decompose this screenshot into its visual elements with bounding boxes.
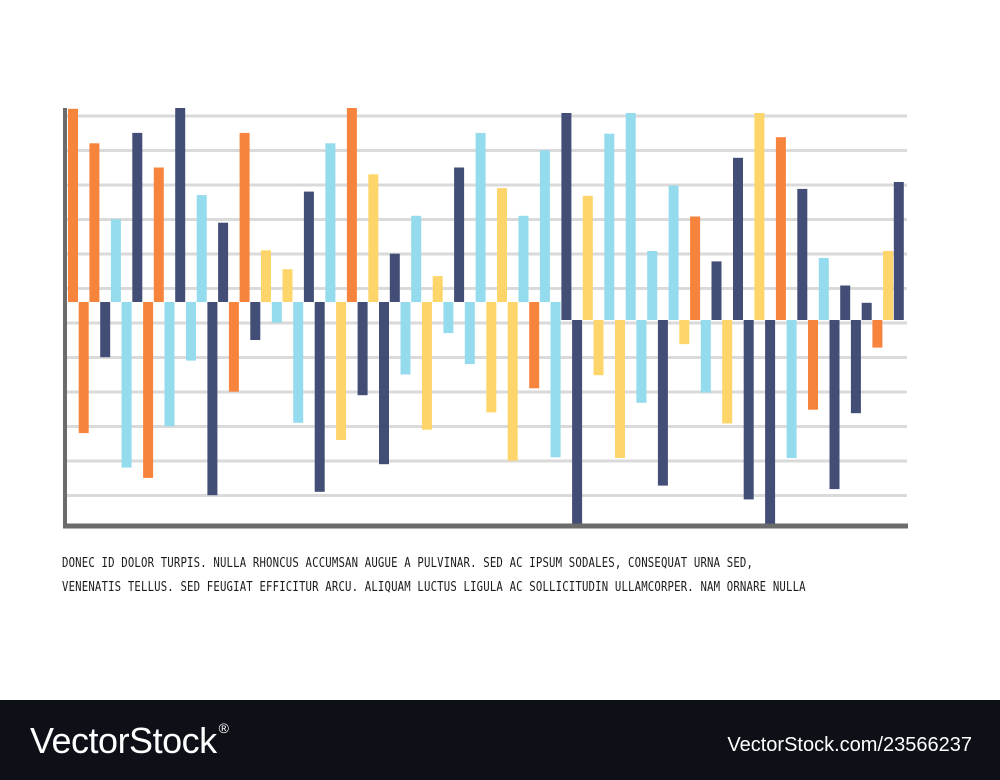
- bar: [733, 157, 743, 320]
- bar: [282, 269, 293, 302]
- bar: [786, 320, 797, 458]
- bar: [153, 167, 164, 302]
- bar: [218, 222, 229, 302]
- bar: [389, 253, 400, 302]
- bar: [625, 113, 636, 320]
- bar: [143, 302, 154, 478]
- bar: [368, 174, 379, 302]
- bar: [883, 251, 894, 320]
- bar: [539, 150, 550, 302]
- bar: [293, 302, 304, 423]
- bar: [711, 261, 722, 320]
- bar: [754, 113, 765, 320]
- bar: [325, 143, 336, 302]
- bar: [507, 302, 518, 461]
- bar: [464, 302, 475, 365]
- bar: [840, 285, 851, 320]
- bar-chart: [63, 108, 908, 529]
- bar: [100, 302, 111, 358]
- bar: [593, 320, 604, 376]
- bar: [518, 215, 529, 303]
- bar: [379, 302, 389, 465]
- bar: [765, 320, 776, 524]
- bar: [164, 302, 175, 427]
- caption-line-2: VENENATIS TELLUS. SED FEUGIAT EFFICITUR …: [62, 580, 806, 595]
- bar: [271, 302, 282, 323]
- bar: [196, 195, 207, 303]
- bar: [604, 133, 615, 320]
- bar: [121, 302, 132, 468]
- bar: [239, 132, 250, 302]
- bar: [454, 167, 465, 302]
- bar: [679, 320, 690, 345]
- bar: [78, 302, 89, 434]
- bar: [647, 251, 658, 320]
- bar: [261, 250, 271, 303]
- registered-mark: ®: [218, 720, 229, 736]
- bar: [572, 320, 583, 524]
- bar: [110, 219, 121, 302]
- caption-line-1: DONEC ID DOLOR TURPIS. NULLA RHONCUS ACC…: [62, 556, 754, 571]
- bar: [411, 215, 422, 303]
- bar: [421, 302, 432, 430]
- bar: [486, 302, 497, 413]
- bar: [872, 320, 883, 348]
- bar: [432, 276, 443, 302]
- bar: [132, 132, 143, 302]
- bar: [657, 320, 668, 486]
- bar: [861, 302, 872, 321]
- bar: [303, 191, 314, 302]
- image-id: VectorStock.com/23566237: [727, 734, 972, 756]
- bar: [775, 137, 786, 320]
- bar: [690, 216, 701, 320]
- bar: [743, 320, 754, 500]
- bar: [186, 302, 196, 361]
- bar: [443, 302, 454, 334]
- bar: [207, 302, 218, 496]
- bar: [475, 132, 486, 302]
- bar: [636, 320, 647, 403]
- bar: [808, 320, 818, 410]
- bar: [797, 188, 808, 320]
- bar: [561, 113, 572, 320]
- bar: [829, 320, 840, 490]
- chart-caption: DONEC ID DOLOR TURPIS. NULLA RHONCUS ACC…: [62, 552, 806, 600]
- bar: [400, 302, 411, 375]
- bar: [615, 320, 625, 458]
- bar: [529, 302, 540, 389]
- bar: [497, 188, 507, 302]
- bar: [893, 182, 904, 320]
- bar: [228, 302, 239, 392]
- bar: [68, 108, 78, 302]
- footer-bar: VectorStock ® VectorStock.com/23566237: [0, 700, 1000, 780]
- bar: [722, 320, 733, 424]
- bar: [314, 302, 325, 492]
- logo-text: VectorStock: [30, 720, 217, 761]
- vectorstock-logo: VectorStock ®: [30, 720, 229, 762]
- bar: [346, 108, 357, 302]
- bar: [550, 302, 561, 458]
- bars: [68, 108, 904, 524]
- bar: [818, 257, 829, 320]
- bar: [582, 195, 593, 320]
- bar: [668, 185, 679, 320]
- bar: [175, 108, 186, 302]
- axes: [63, 108, 908, 529]
- bar: [357, 302, 368, 396]
- bar: [850, 320, 861, 414]
- bar: [700, 320, 711, 393]
- bar: [250, 302, 261, 340]
- bar: [336, 302, 347, 440]
- bar: [89, 143, 100, 302]
